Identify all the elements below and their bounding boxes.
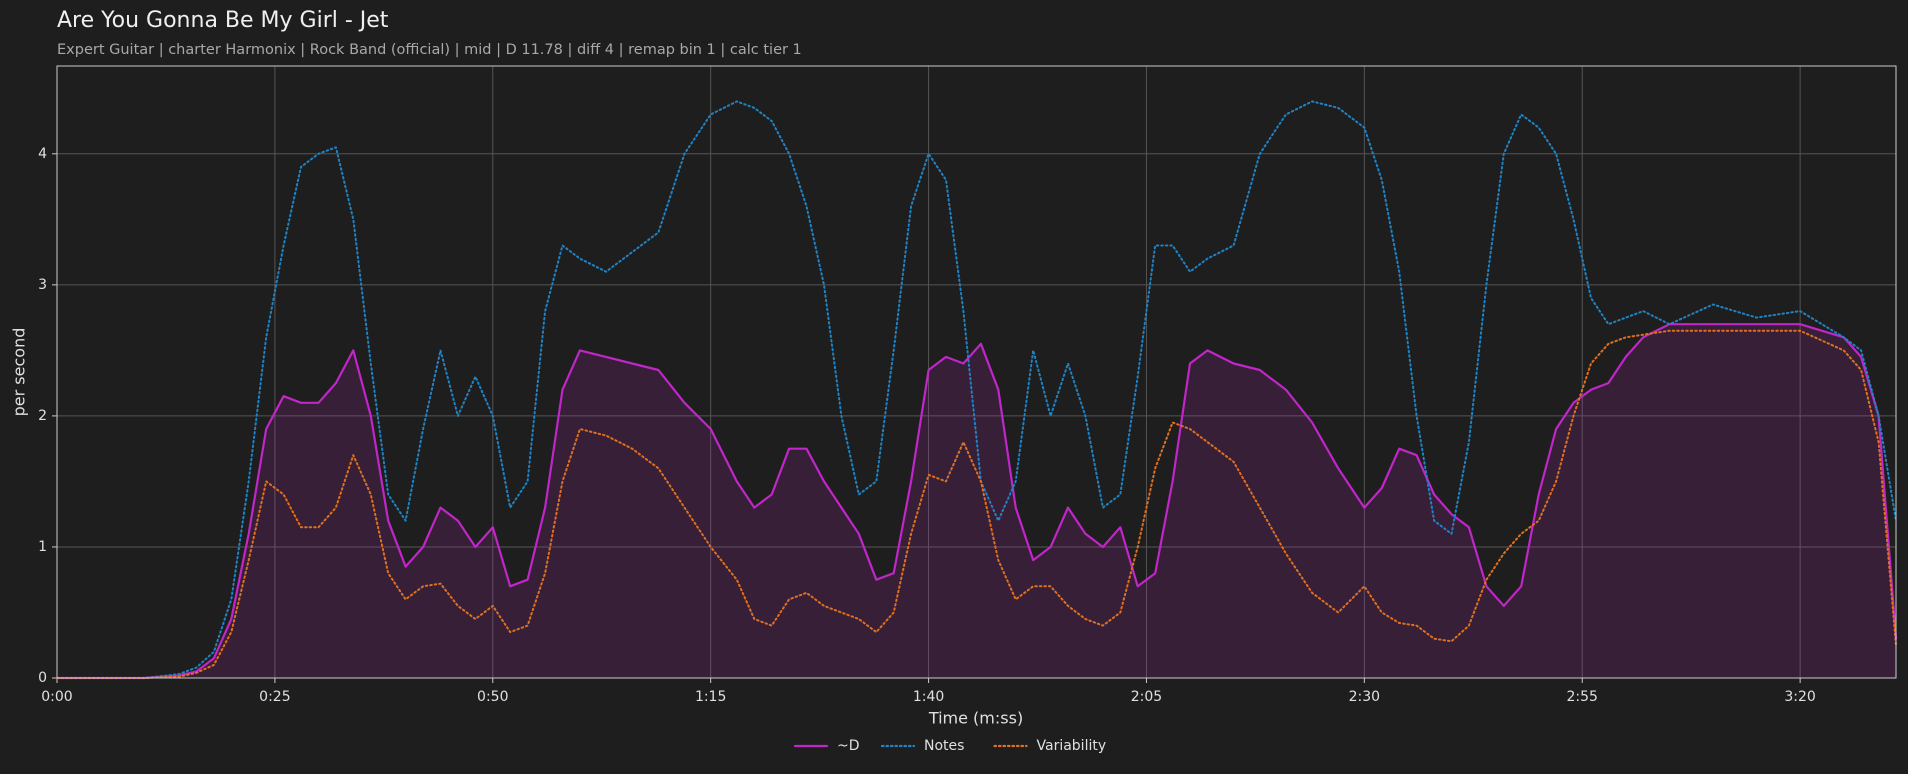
- x-tick-label: 0:50: [477, 689, 508, 705]
- x-tick-label: 1:40: [913, 689, 944, 705]
- y-tick-label: 1: [38, 539, 47, 555]
- x-tick-label: 2:30: [1349, 689, 1380, 705]
- series-line: [55, 323, 1898, 680]
- series-line: [56, 100, 1897, 679]
- x-tick-label: 2:55: [1567, 689, 1598, 705]
- x-tick-label: 0:25: [259, 689, 290, 705]
- y-tick-label: 0: [38, 670, 47, 686]
- legend-label: Variability: [1037, 738, 1107, 754]
- series-line: [56, 329, 1897, 679]
- x-tick-label: 0:00: [41, 689, 72, 705]
- y-axis-label: per second: [10, 328, 29, 417]
- x-tick-label: 1:15: [695, 689, 726, 705]
- y-tick-label: 4: [38, 146, 47, 162]
- x-axis-label: Time (m:ss): [928, 709, 1023, 728]
- chart-title: Are You Gonna Be My Girl - Jet: [57, 8, 389, 33]
- x-tick-label: 3:20: [1784, 689, 1815, 705]
- chart-subtitle: Expert Guitar | charter Harmonix | Rock …: [57, 42, 802, 58]
- x-tick-label: 2:05: [1131, 689, 1162, 705]
- legend-label: Notes: [924, 738, 964, 754]
- y-tick-label: 3: [38, 277, 47, 293]
- plot-frame: [56, 65, 1897, 679]
- legend-label: ~D: [837, 738, 860, 754]
- y-tick-label: 2: [38, 408, 47, 424]
- area-fill: [57, 324, 1896, 678]
